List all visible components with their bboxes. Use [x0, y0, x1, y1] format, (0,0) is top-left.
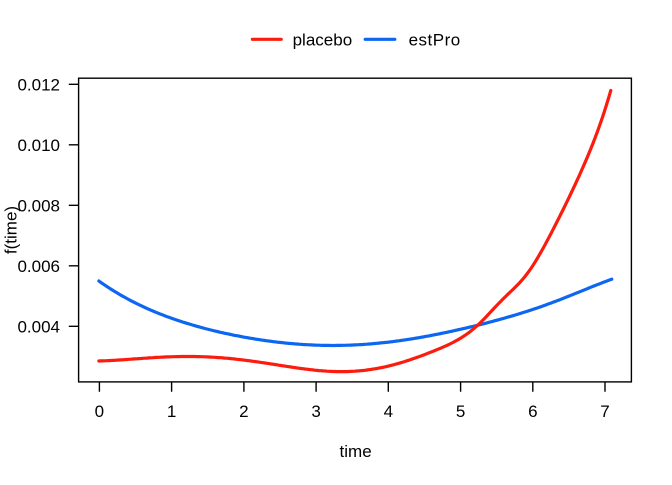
svg-text:0.010: 0.010 [17, 136, 60, 155]
svg-text:0.006: 0.006 [17, 257, 60, 276]
svg-text:5: 5 [456, 402, 465, 421]
svg-text:estPro: estPro [409, 31, 461, 50]
svg-text:3: 3 [311, 402, 320, 421]
svg-text:placebo: placebo [293, 31, 353, 50]
svg-text:0: 0 [95, 402, 104, 421]
svg-text:f(time): f(time) [2, 206, 21, 254]
svg-text:6: 6 [528, 402, 537, 421]
svg-text:time: time [340, 442, 372, 461]
svg-text:2: 2 [239, 402, 248, 421]
svg-text:0.012: 0.012 [17, 76, 60, 95]
svg-text:0.008: 0.008 [17, 197, 60, 216]
svg-text:0.004: 0.004 [17, 318, 60, 337]
svg-text:7: 7 [600, 402, 609, 421]
svg-text:1: 1 [167, 402, 176, 421]
svg-text:4: 4 [384, 402, 393, 421]
